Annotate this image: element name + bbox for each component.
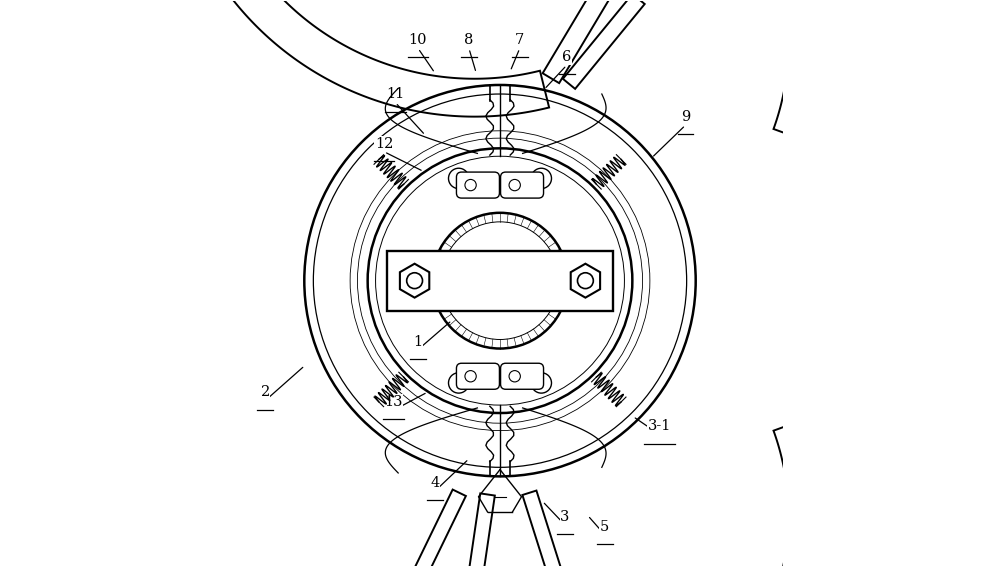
FancyBboxPatch shape (456, 172, 499, 198)
Text: 7: 7 (515, 33, 524, 47)
Text: 3: 3 (560, 510, 570, 524)
FancyBboxPatch shape (501, 172, 544, 198)
Text: 12: 12 (375, 137, 393, 151)
Polygon shape (522, 490, 568, 567)
Polygon shape (180, 0, 549, 117)
Text: 9: 9 (681, 110, 690, 124)
FancyBboxPatch shape (456, 363, 499, 390)
Bar (387, 251, 613, 311)
Polygon shape (466, 493, 495, 567)
Text: 5: 5 (600, 519, 609, 534)
Text: 3-1: 3-1 (648, 420, 671, 433)
Polygon shape (571, 264, 600, 298)
Text: 10: 10 (409, 33, 427, 47)
FancyBboxPatch shape (501, 363, 544, 390)
Polygon shape (693, 0, 826, 142)
Text: 6: 6 (562, 50, 571, 64)
Polygon shape (693, 418, 826, 567)
Polygon shape (563, 0, 645, 89)
Polygon shape (543, 0, 611, 83)
Text: 13: 13 (384, 395, 403, 409)
Text: 1: 1 (413, 335, 423, 349)
Text: 11: 11 (386, 87, 404, 101)
Text: 2: 2 (261, 386, 270, 399)
Polygon shape (400, 264, 429, 298)
Circle shape (302, 83, 698, 479)
Polygon shape (404, 489, 466, 567)
Text: 4: 4 (430, 476, 440, 490)
Text: 8: 8 (464, 33, 474, 47)
